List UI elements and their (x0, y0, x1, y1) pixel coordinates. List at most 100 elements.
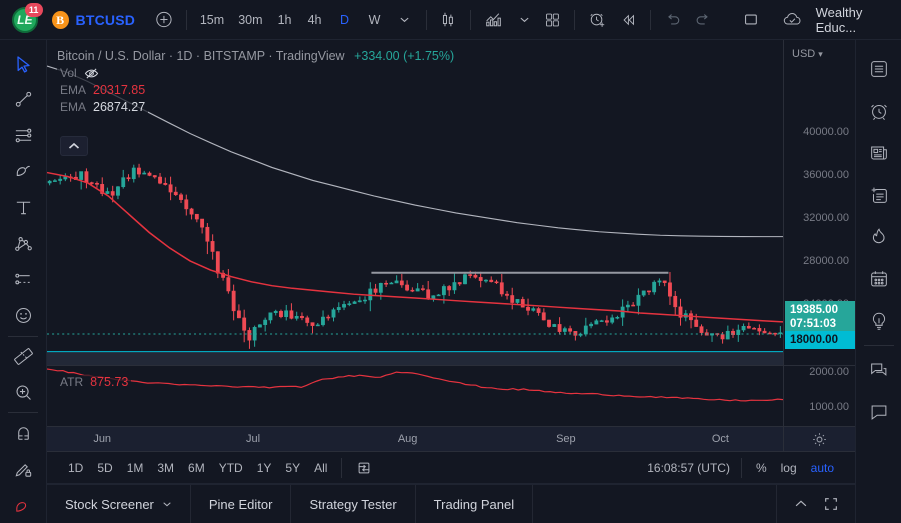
interval-30m[interactable]: 30m (238, 12, 263, 27)
atr-tick-2000: 2000.00 (809, 366, 849, 378)
add-symbol-button[interactable] (149, 6, 179, 34)
interval-w[interactable]: W (368, 12, 381, 27)
lock-drawings-tool[interactable] (4, 451, 42, 487)
price-axis[interactable]: USD ▾ 40000.00 36000.00 32000.00 28000.0… (783, 40, 855, 365)
replay-icon[interactable] (613, 6, 644, 34)
range-5d[interactable]: 5D (97, 460, 113, 475)
price-tick-28000: 28000.00 (803, 255, 849, 267)
prediction-tool[interactable] (4, 262, 42, 298)
text-tool[interactable] (4, 190, 42, 226)
collapse-legend-button[interactable] (60, 136, 88, 156)
bottom-panel-tabs: Stock Screener Pine Editor Strategy Test… (47, 484, 855, 523)
calendar-icon[interactable] (860, 258, 898, 300)
alerts-clock-icon[interactable] (860, 90, 898, 132)
redo-icon[interactable] (688, 6, 718, 34)
right-sidebar-divider (863, 345, 894, 346)
indicators-chevron-down-icon[interactable] (510, 6, 538, 34)
cloud-icon[interactable] (776, 6, 810, 34)
price-tick-40000: 40000.00 (803, 126, 849, 138)
pattern-tool[interactable] (4, 226, 42, 262)
cursor-tool[interactable] (4, 46, 42, 82)
main-chart-pane: Bitcoin / U.S. Dollar · 1D · BITSTAMP · … (47, 40, 855, 365)
currency-selector[interactable]: USD ▾ (792, 48, 823, 60)
watchlist-icon[interactable] (860, 48, 898, 90)
range-ytd[interactable]: YTD (218, 460, 243, 475)
tab-trading-panel[interactable]: Trading Panel (416, 485, 534, 523)
hide-drawings-tool[interactable] (4, 487, 42, 523)
range-5y[interactable]: 5Y (285, 460, 301, 475)
chevron-up-icon[interactable] (793, 496, 809, 512)
interval-15m[interactable]: 15m (199, 12, 225, 27)
account-name[interactable]: Wealthy Educ... (815, 4, 863, 35)
alert-icon[interactable] (582, 6, 613, 34)
atr-plot-area[interactable]: ATR 875.73 (47, 366, 783, 426)
ideas-lightbulb-icon[interactable] (860, 300, 898, 342)
fullscreen-icon[interactable] (823, 496, 839, 512)
chart-settings-gear-icon[interactable] (783, 427, 855, 451)
clock-display[interactable]: 16:08:57 (UTC) (647, 460, 730, 475)
go-to-date-icon[interactable] (349, 457, 379, 479)
data-window-icon[interactable] (860, 174, 898, 216)
top-toolbar: LE 11 B BTCUSD 15m 30m 1h 4h D W (0, 0, 901, 40)
time-tick-jul: Jul (246, 433, 261, 445)
range-1d[interactable]: 1D (68, 460, 84, 475)
time-tick-aug: Aug (397, 433, 418, 445)
magnet-tool[interactable] (4, 415, 42, 451)
currency-label: USD (792, 48, 816, 60)
undo-icon[interactable] (658, 6, 688, 34)
tab-stock-screener[interactable]: Stock Screener (47, 485, 191, 523)
trend-line-tool[interactable] (4, 82, 42, 118)
app-logo[interactable]: LE 11 (6, 2, 44, 37)
range-1y[interactable]: 1Y (256, 460, 272, 475)
layout-icon[interactable] (736, 6, 766, 34)
chart-column: Bitcoin / U.S. Dollar · 1D · BITSTAMP · … (47, 40, 855, 523)
brush-tool[interactable] (4, 154, 42, 190)
interval-1h[interactable]: 1h (277, 12, 292, 27)
auto-scale-button[interactable]: auto (810, 460, 834, 475)
symbol-search-button[interactable]: BTCUSD (75, 11, 136, 28)
price-level-badge[interactable]: 18000.00 (785, 331, 855, 349)
atr-legend[interactable]: ATR 875.73 (57, 375, 132, 389)
tab-pine-editor[interactable]: Pine Editor (191, 485, 292, 523)
notification-badge[interactable]: 11 (24, 2, 43, 17)
bottom-tabs-spacer (533, 485, 777, 523)
indicator-templates-icon[interactable] (538, 6, 567, 34)
tab-stock-screener-label: Stock Screener (65, 496, 154, 512)
percent-scale-button[interactable]: % (755, 460, 767, 475)
chevron-down-icon[interactable] (162, 499, 172, 509)
time-tick-oct: Oct (711, 433, 729, 445)
timeframe-bar: 1D 5D 1M 3M 6M YTD 1Y 5Y All 16:08:57 (U… (47, 452, 855, 484)
candlestick-chart-type-icon[interactable] (433, 6, 463, 34)
bottom-panel-controls (777, 485, 855, 523)
interval-d[interactable]: D (340, 12, 350, 27)
range-all[interactable]: All (314, 460, 328, 475)
emoji-tool[interactable] (4, 298, 42, 334)
range-6m[interactable]: 6M (188, 460, 205, 475)
zoom-in-tool[interactable] (4, 374, 42, 410)
last-price-value: 19385.00 (790, 304, 838, 316)
toolbar-divider-1 (185, 9, 187, 30)
toolbar-divider-4 (573, 9, 575, 30)
hotlist-icon[interactable] (860, 216, 898, 258)
range-3m[interactable]: 3M (157, 460, 175, 475)
interval-4h[interactable]: 4h (307, 12, 322, 27)
atr-axis[interactable]: 2000.00 1000.00 (783, 366, 855, 426)
indicators-icon[interactable] (478, 6, 510, 34)
tab-strategy-tester[interactable]: Strategy Tester (291, 485, 416, 523)
range-1m[interactable]: 1M (126, 460, 144, 475)
news-icon[interactable] (860, 132, 898, 174)
level-price-value: 18000.00 (790, 334, 838, 346)
price-plot-area[interactable]: Bitcoin / U.S. Dollar · 1D · BITSTAMP · … (47, 40, 783, 365)
measure-tool[interactable] (4, 338, 42, 374)
time-tick-jun: Jun (93, 433, 112, 445)
atr-pane: ATR 875.73 2000.00 1000.00 (47, 366, 855, 426)
last-price-badge[interactable]: 19385.00 07:51:03 (785, 301, 855, 333)
pane-separator[interactable] (47, 365, 855, 366)
interval-more-chevron-down-icon[interactable] (391, 6, 419, 34)
time-axis[interactable]: Jun Jul Aug Sep Oct (47, 426, 855, 452)
log-scale-button[interactable]: log (780, 460, 797, 475)
private-chat-icon[interactable] (860, 391, 898, 433)
horizontal-lines-tool[interactable] (4, 118, 42, 154)
chat-icon[interactable] (860, 349, 898, 391)
